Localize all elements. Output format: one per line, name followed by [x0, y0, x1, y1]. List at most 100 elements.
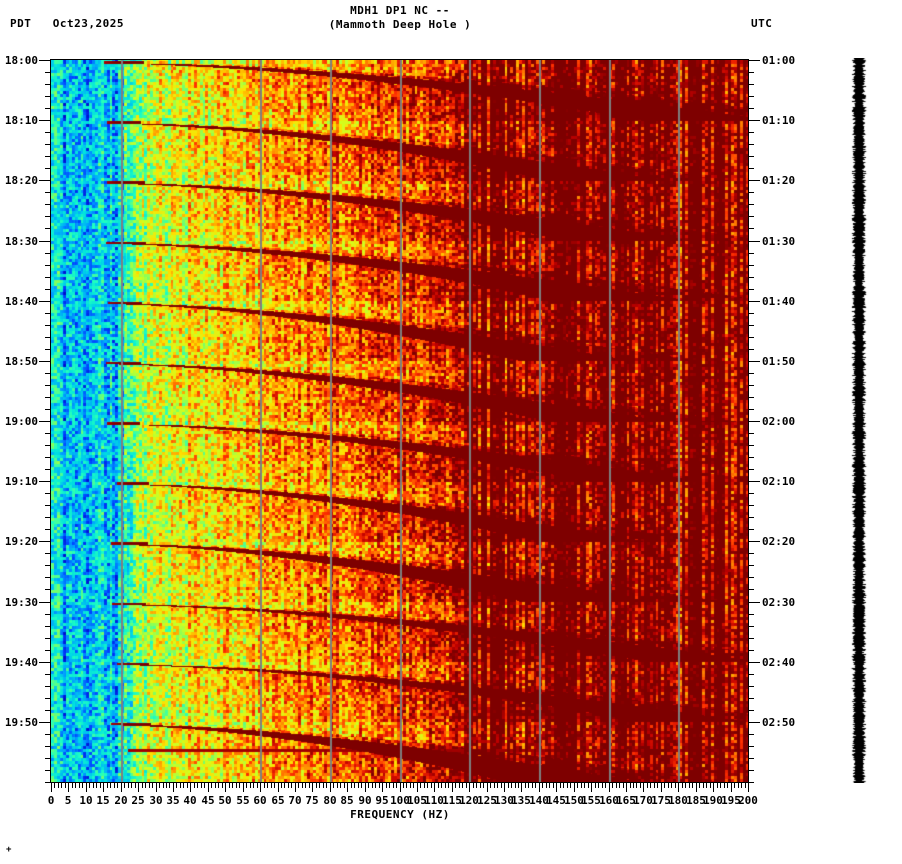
- x-tick: [135, 783, 136, 788]
- x-tick: [717, 783, 718, 788]
- x-tick: [61, 783, 62, 788]
- x-axis-label: 165: [616, 794, 636, 807]
- x-tick: [466, 783, 467, 788]
- y-tick-right: [749, 120, 760, 121]
- timezone-right-label: UTC: [751, 17, 773, 30]
- y-tick-right: [749, 481, 760, 482]
- x-axis-label: 130: [494, 794, 514, 807]
- helicorder-trace-canvas: [845, 58, 873, 783]
- y-tick-right: [749, 156, 754, 157]
- x-tick: [330, 783, 331, 792]
- y-tick-right: [749, 132, 754, 133]
- x-tick: [319, 783, 320, 788]
- y-tick-right: [749, 228, 754, 229]
- y-tick-right: [749, 277, 754, 278]
- x-tick: [455, 783, 456, 788]
- y-tick-left: [45, 698, 50, 699]
- x-axis-label: 5: [64, 794, 72, 807]
- x-tick: [616, 783, 617, 788]
- x-tick: [250, 783, 251, 788]
- y-tick-left: [45, 132, 50, 133]
- y-tick-left: [39, 481, 50, 482]
- x-tick: [386, 783, 387, 788]
- x-tick: [326, 783, 327, 788]
- y-tick-right: [749, 361, 760, 362]
- spectrogram-canvas: [51, 60, 748, 782]
- y-tick-left: [45, 626, 50, 627]
- x-axis-label: 145: [546, 794, 566, 807]
- x-tick: [664, 783, 665, 788]
- y-tick-right: [749, 565, 754, 566]
- y-tick-right: [749, 204, 754, 205]
- x-axis-label: 115: [442, 794, 462, 807]
- y-tick-right: [749, 710, 754, 711]
- y-tick-left: [45, 650, 50, 651]
- x-tick: [138, 783, 139, 792]
- y-axis-right-label: 01:50: [762, 355, 796, 368]
- x-tick: [741, 783, 742, 788]
- y-axis-left-label: 19:50: [4, 716, 38, 729]
- x-tick: [201, 783, 202, 788]
- x-tick: [382, 783, 383, 792]
- x-tick: [483, 783, 484, 788]
- x-tick: [567, 783, 568, 788]
- y-tick-right: [749, 337, 754, 338]
- x-tick: [393, 783, 394, 788]
- y-axis-right-line: [748, 60, 749, 783]
- y-axis-left-label: 18:00: [4, 54, 38, 67]
- y-tick-left: [45, 758, 50, 759]
- x-tick: [400, 783, 401, 792]
- x-tick: [86, 783, 87, 792]
- x-tick: [93, 783, 94, 788]
- x-tick: [131, 783, 132, 788]
- station-subtitle: (Mammoth Deep Hole ): [328, 18, 472, 31]
- y-tick-left: [45, 337, 50, 338]
- x-tick: [588, 783, 589, 788]
- x-tick: [271, 783, 272, 788]
- y-tick-left: [45, 397, 50, 398]
- x-tick: [560, 783, 561, 788]
- y-tick-left: [45, 72, 50, 73]
- x-tick: [682, 783, 683, 788]
- y-axis-right-label: 02:20: [762, 535, 796, 548]
- y-axis-left-label: 18:10: [4, 114, 38, 127]
- x-tick: [441, 783, 442, 788]
- y-axis-right-label: 01:40: [762, 295, 796, 308]
- x-tick: [264, 783, 265, 788]
- x-tick: [434, 783, 435, 792]
- y-tick-left: [45, 493, 50, 494]
- x-tick: [487, 783, 488, 792]
- x-tick: [661, 783, 662, 792]
- x-tick: [128, 783, 129, 788]
- y-tick-left: [45, 325, 50, 326]
- x-axis-label: 40: [183, 794, 197, 807]
- y-axis-left-label: 18:40: [4, 295, 38, 308]
- y-tick-left: [45, 409, 50, 410]
- plot-top-border: [50, 59, 749, 60]
- x-tick: [452, 783, 453, 792]
- y-tick-left: [45, 228, 50, 229]
- y-tick-left: [45, 577, 50, 578]
- y-tick-left: [39, 180, 50, 181]
- y-tick-left: [39, 361, 50, 362]
- x-axis-label: 105: [407, 794, 427, 807]
- x-tick: [699, 783, 700, 788]
- y-tick-right: [749, 433, 754, 434]
- x-tick: [145, 783, 146, 788]
- y-tick-right: [749, 493, 754, 494]
- x-tick: [389, 783, 390, 788]
- x-tick: [114, 783, 115, 788]
- helicorder-trace-panel: [845, 58, 873, 783]
- spectrogram-plot: [51, 60, 748, 782]
- x-tick: [337, 783, 338, 788]
- x-tick: [692, 783, 693, 788]
- x-tick: [232, 783, 233, 788]
- x-axis-label: 150: [564, 794, 584, 807]
- y-tick-left: [45, 517, 50, 518]
- x-tick: [197, 783, 198, 788]
- y-tick-left: [45, 204, 50, 205]
- x-tick: [166, 783, 167, 788]
- x-tick: [75, 783, 76, 788]
- y-tick-left: [39, 120, 50, 121]
- y-tick-right: [749, 301, 760, 302]
